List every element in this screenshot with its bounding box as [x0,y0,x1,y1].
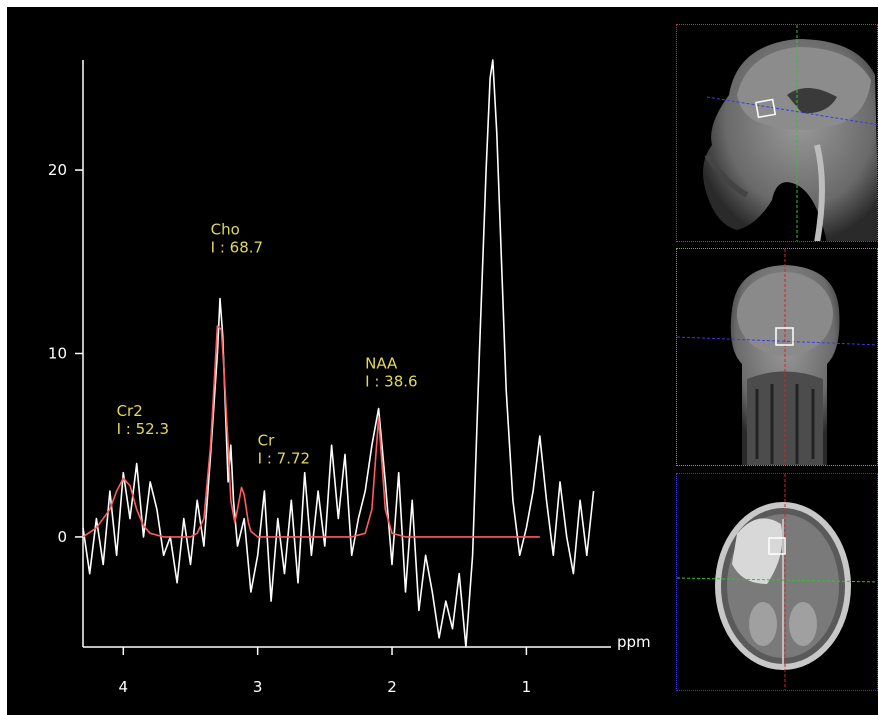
y-axis-ticks: 0 10 20 [48,161,83,546]
y-tick-label: 10 [48,345,67,363]
coronal-voxel-box [775,327,794,346]
fitted-peaks-line [82,325,540,538]
x-tick-label: 3 [253,678,263,696]
sagittal-mri-image [703,25,877,241]
axial-voxel-box [768,537,786,555]
axial-localizer-panel [676,473,878,691]
measured-spectrum-line [82,59,595,648]
x-axis-label: ppm [617,633,651,651]
sagittal-voxel-box [755,98,777,119]
x-tick-label: 1 [522,678,532,696]
x-axis-ticks: 4 3 2 1 [119,647,532,696]
y-tick-label: 20 [48,161,67,179]
coronal-mri-image [677,249,877,465]
axial-green-line [677,577,877,583]
coronal-localizer-panel [676,248,878,466]
peak-name-label: Cr [258,432,275,450]
sagittal-blue-line [706,96,877,126]
peak-integral-label: I : 7.72 [258,450,310,468]
peak-name-label: Cr2 [117,402,143,420]
peak-integral-label: I : 38.6 [365,373,417,391]
peak-integral-label: I : 68.7 [211,239,263,257]
x-tick-label: 2 [387,678,397,696]
y-tick-label: 0 [57,528,67,546]
x-tick-label: 4 [119,678,129,696]
axial-mri-image [677,474,877,690]
peak-integral-label: I : 52.3 [117,420,169,438]
coronal-blue-line [677,336,877,346]
sagittal-localizer-panel [676,24,878,242]
peak-name-label: Cho [211,221,240,239]
peak-name-label: NAA [365,355,398,373]
